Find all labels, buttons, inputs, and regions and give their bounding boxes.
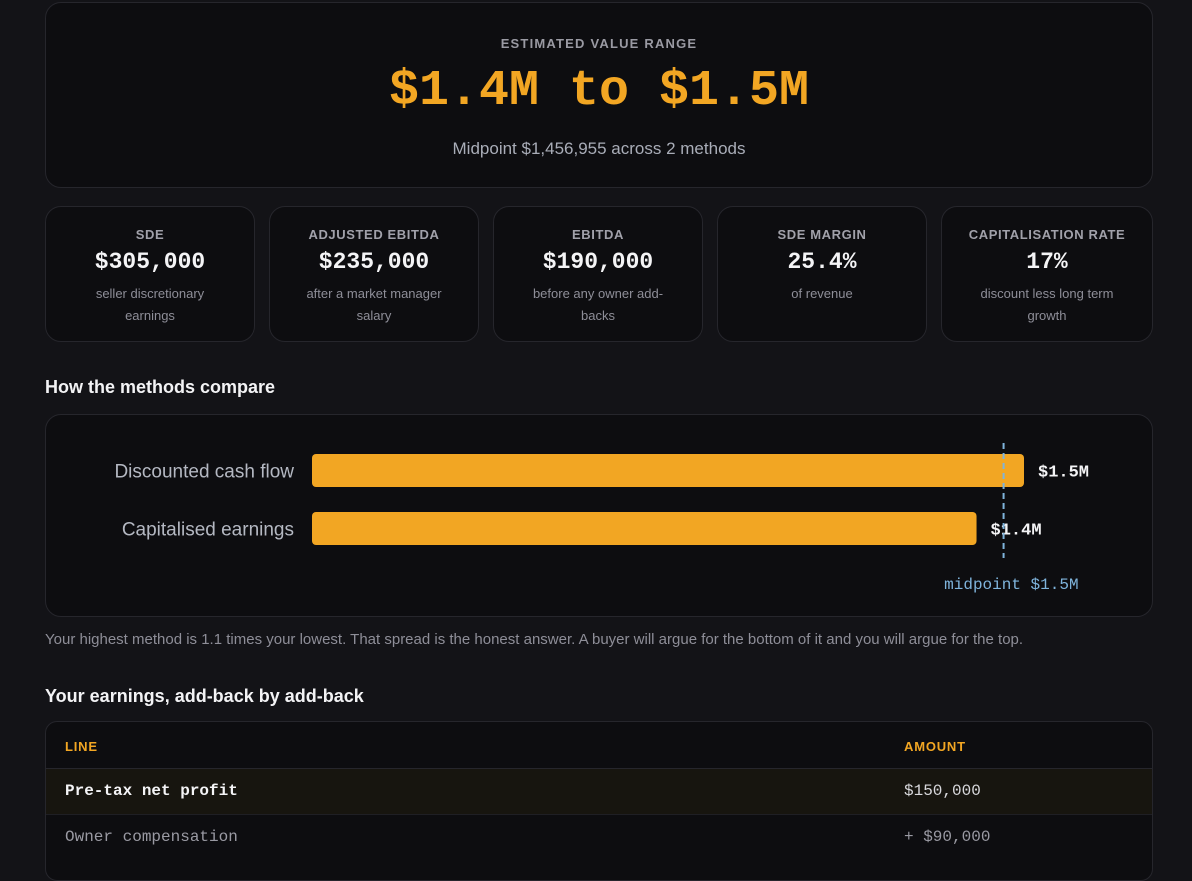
spread-note: Your highest method is 1.1 times your lo… [45, 631, 1024, 648]
bar-category-label: Discounted cash flow [114, 462, 294, 483]
bar-category-label: Capitalised earnings [122, 520, 294, 541]
metric-value: $190,000 [542, 249, 654, 275]
metric-label: ADJUSTED EBITDA [308, 227, 440, 242]
metric-card-capitalisation-rate: CAPITALISATION RATE 17% discount less lo… [941, 206, 1153, 342]
row-amount: $150,000 [904, 782, 981, 800]
earnings-table: LINE AMOUNT Pre-tax net profit $150,000 … [45, 721, 1153, 881]
methods-compare-heading: How the methods compare [45, 377, 276, 397]
metric-value: $305,000 [94, 249, 206, 275]
row-amount: + $90,000 [904, 828, 991, 846]
bar [312, 454, 1024, 487]
table-row: Pre-tax net profit $150,000 [46, 768, 1152, 815]
metric-card-adjusted-ebitda: ADJUSTED EBITDA $235,000 after a market … [269, 206, 479, 342]
metric-description: seller discretionary earnings [95, 286, 205, 323]
metric-card-ebitda: EBITDA $190,000 before any owner add-bac… [493, 206, 703, 342]
metric-card-sde: SDE $305,000 seller discretionary earnin… [45, 206, 255, 342]
metric-label: EBITDA [572, 227, 624, 242]
metric-description: after a market manager salary [306, 286, 442, 323]
earnings-heading: Your earnings, add-back by add-back [45, 686, 364, 706]
row-line: Pre-tax net profit [65, 782, 238, 800]
bar-value-label: $1.4M [991, 522, 1042, 541]
row-line: Owner compensation [65, 828, 238, 846]
metric-label: SDE MARGIN [777, 227, 867, 242]
metric-label: CAPITALISATION RATE [968, 227, 1126, 242]
metric-card-sde-margin: SDE MARGIN 25.4% of revenue [717, 206, 927, 342]
metric-label: SDE [135, 227, 165, 242]
metric-value: 17% [1026, 249, 1068, 275]
table-row: Owner compensation + $90,000 [46, 814, 1152, 861]
methods-bar-chart: Discounted cash flow $1.5M Capitalised ear… [114, 443, 1089, 594]
methods-chart-card: Discounted cash flow $1.5M Capitalised ear… [45, 414, 1153, 617]
metric-value: $235,000 [318, 249, 430, 275]
estimated-value-card: ESTIMATED VALUE RANGE $1.4M to $1.5M Mid… [45, 2, 1153, 188]
bar-value-label: $1.5M [1038, 464, 1089, 483]
metric-description: before any owner add-backs [532, 286, 664, 323]
metric-description: of revenue [791, 286, 853, 301]
estimated-value-range: $1.4M to $1.5M [388, 63, 810, 120]
column-header-line: LINE [65, 739, 98, 754]
midpoint-summary: Midpoint $1,456,955 across 2 methods [452, 139, 746, 158]
metric-description: discount less long term growth [980, 286, 1114, 323]
column-header-amount: AMOUNT [904, 739, 966, 754]
metric-value: 25.4% [787, 249, 857, 275]
bar [312, 512, 977, 545]
estimated-value-label: ESTIMATED VALUE RANGE [500, 36, 698, 51]
midpoint-label: midpoint $1.5M [944, 576, 1078, 594]
